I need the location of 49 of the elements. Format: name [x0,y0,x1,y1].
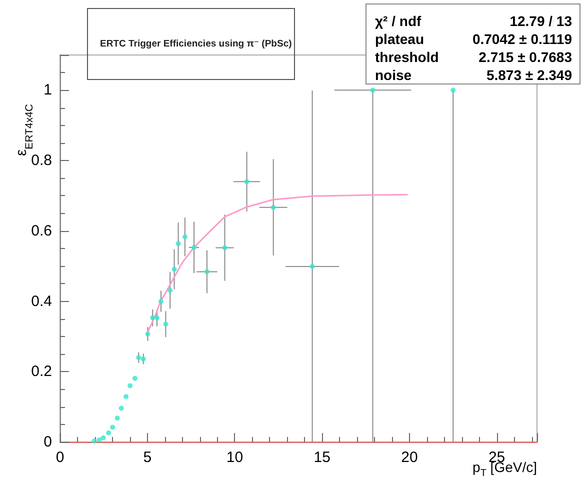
point [118,406,124,411]
x-tick-label: 15 [314,449,330,466]
point [370,88,376,93]
point [124,394,129,400]
point [172,266,177,272]
point [114,416,120,421]
y-tick-label: 0.4 [31,292,52,310]
point [310,264,315,269]
point [163,322,168,327]
x-tick-label: 10 [226,449,244,466]
chart-title: ERTC Trigger Efficiencies using π⁻ (PbSc) [100,38,292,50]
point [106,430,112,436]
y-tick-label: 0.2 [31,363,52,380]
point [176,241,181,246]
point [150,315,156,320]
point [140,356,146,362]
point [136,355,142,360]
x-tick-label: 0 [56,449,64,466]
x-tick-label: 5 [143,449,152,466]
text: 0.7042 ± 0.1119 [472,31,572,47]
point [100,435,106,440]
point [222,245,228,250]
point [168,288,173,293]
text: χ² / ndf [375,13,422,29]
point [158,298,164,304]
text: 12.79 / 13 [510,13,572,29]
point [204,269,210,274]
point [132,376,138,381]
y-tick-label: 1 [44,82,52,99]
annotation: noise [375,67,412,83]
y-tick-label: 0 [44,434,52,450]
point [182,234,188,240]
point [128,383,133,388]
annotation: 5.873 ± 2.349 [486,67,572,83]
point [145,331,150,336]
point [244,179,250,184]
x-tick-label: 20 [401,449,418,466]
point [96,437,102,442]
text: plateau [375,31,424,47]
point [92,438,97,444]
y-tick-label: 0.6 [31,222,52,240]
annotation: 2.715 ± 0.7683 [478,49,572,65]
point [154,315,160,320]
point [192,244,197,250]
point [110,424,116,430]
point [450,88,456,93]
y-tick-label: 0.8 [31,152,52,170]
annotation: threshold [375,49,439,65]
point [270,204,276,210]
